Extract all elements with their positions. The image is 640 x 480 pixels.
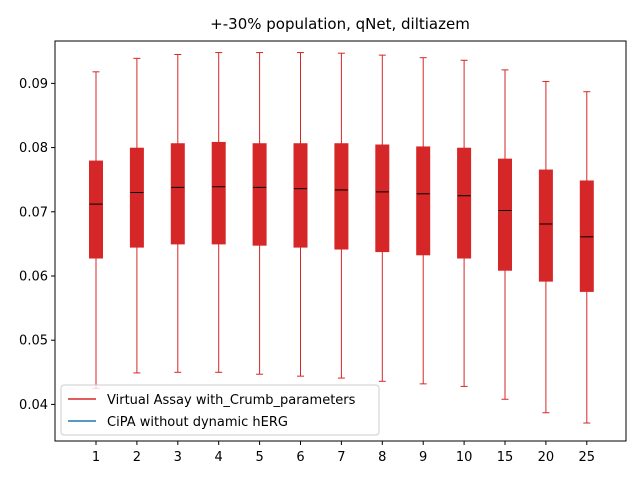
axes-frame bbox=[54, 40, 627, 442]
box-body bbox=[416, 146, 431, 256]
plot-area bbox=[89, 52, 594, 424]
y-tick-label: 0.06 bbox=[19, 269, 48, 284]
x-tick-label: 10 bbox=[456, 450, 473, 465]
box-body bbox=[170, 143, 185, 245]
y-tick-label: 0.04 bbox=[19, 398, 48, 413]
x-tick-label: 1 bbox=[92, 450, 100, 465]
box-4 bbox=[211, 52, 226, 373]
box-6 bbox=[293, 52, 308, 377]
box-1 bbox=[89, 71, 103, 389]
box-9 bbox=[416, 57, 431, 385]
axes: 0.04 0.05 0.06 0.07 0.08 0.09 1 2 3 4 5 6 7 8 9 10 15 20 2… bbox=[19, 40, 627, 465]
legend-label-cipa: CiPA without dynamic hERG bbox=[107, 415, 288, 430]
x-tick-label: 5 bbox=[255, 450, 263, 465]
box-2 bbox=[129, 57, 144, 374]
x-tick-label: 3 bbox=[174, 450, 182, 465]
x-tick-label: 6 bbox=[296, 450, 304, 465]
box-body bbox=[334, 143, 349, 250]
box-25 bbox=[579, 91, 594, 424]
box-20 bbox=[538, 80, 553, 414]
legend-label-virtual-assay: Virtual Assay with_Crumb_parameters bbox=[107, 393, 356, 408]
box-body bbox=[538, 169, 553, 282]
x-tick-label: 8 bbox=[378, 450, 386, 465]
box-8 bbox=[375, 54, 390, 382]
legend: Virtual Assay with_Crumb_parameters CiPA… bbox=[60, 384, 380, 436]
x-tick-label: 4 bbox=[215, 450, 223, 465]
box-body bbox=[211, 141, 226, 245]
x-tick-label: 9 bbox=[419, 450, 427, 465]
box-5 bbox=[252, 52, 267, 375]
x-tick-label: 2 bbox=[133, 450, 141, 465]
box-body bbox=[293, 143, 308, 248]
x-tick-label: 15 bbox=[497, 450, 514, 465]
y-tick-label: 0.08 bbox=[19, 141, 48, 156]
x-tick-label: 20 bbox=[538, 450, 555, 465]
y-tick-label: 0.05 bbox=[19, 334, 48, 349]
box-7 bbox=[334, 52, 349, 379]
box-body bbox=[89, 160, 103, 259]
legend-frame bbox=[60, 384, 380, 436]
chart-title: +-30% population, qNet, diltiazem bbox=[210, 15, 470, 33]
x-tick-label: 7 bbox=[337, 450, 345, 465]
box-body bbox=[579, 180, 594, 292]
box-body bbox=[129, 147, 144, 248]
y-tick-label: 0.07 bbox=[19, 205, 48, 220]
box-10 bbox=[457, 59, 472, 387]
x-tick-label: 25 bbox=[579, 450, 596, 465]
box-15 bbox=[498, 69, 512, 400]
box-3 bbox=[170, 53, 185, 373]
box-body bbox=[252, 143, 267, 246]
box-body bbox=[498, 158, 512, 271]
box-body bbox=[375, 144, 390, 253]
y-tick-label: 0.09 bbox=[19, 77, 48, 92]
box-body bbox=[457, 147, 472, 259]
